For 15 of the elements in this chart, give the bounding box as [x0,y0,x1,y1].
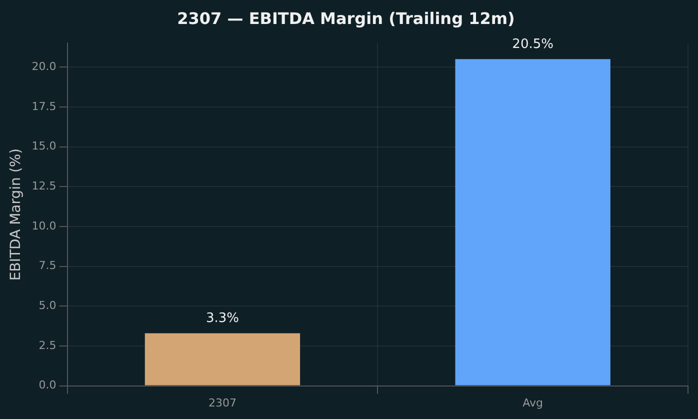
y-tick-label: 15.0 [32,140,56,153]
y-tick-label: 12.5 [32,179,56,192]
y-tick-label: 2.5 [38,338,56,352]
y-tick-label: 20.0 [32,60,56,73]
y-tick-label: 0.0 [38,378,56,392]
chart-title: 2307 — EBITDA Margin (Trailing 12m) [177,8,515,28]
x-tick-label: 2307 [208,396,236,410]
y-tick-label: 17.5 [32,100,56,113]
y-tick-label: 10.0 [32,219,56,232]
data-label: 3.3% [206,311,239,326]
y-tick-label: 7.5 [38,259,56,272]
data-label: 20.5% [512,37,554,52]
y-tick-label: 5.0 [38,298,56,312]
y-axis-title: EBITDA Margin (%) [8,148,24,281]
x-tick-label: Avg [522,396,544,410]
